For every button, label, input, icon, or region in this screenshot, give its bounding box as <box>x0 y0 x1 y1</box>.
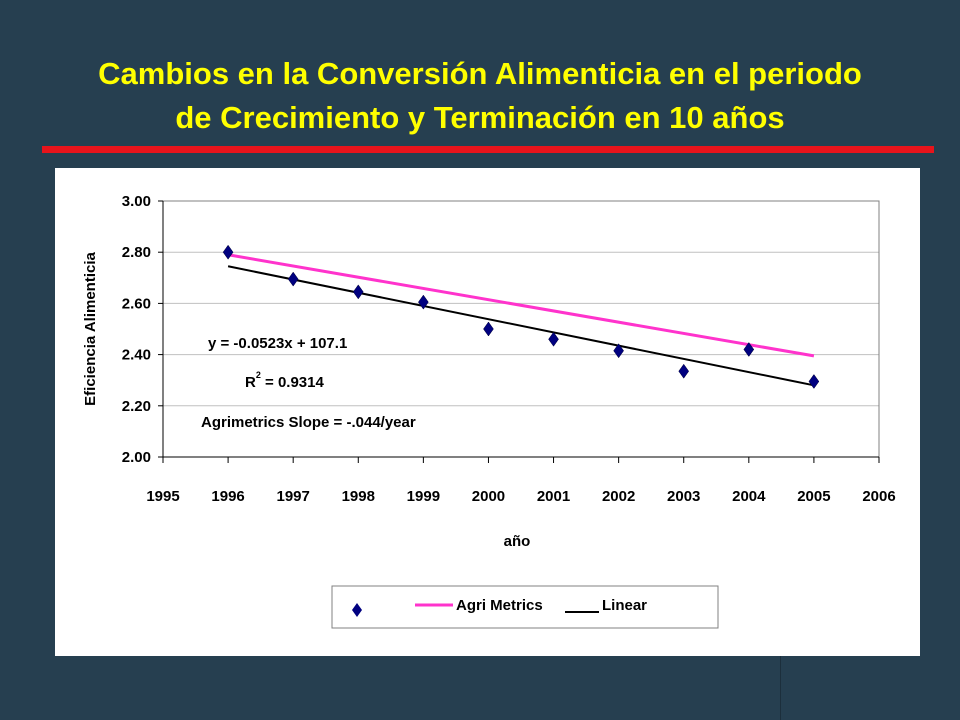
y-tick-label-2.00: 2.00 <box>122 449 151 466</box>
chart-panel: 2.00 2.20 2.40 2.60 2.80 3.00 1995 1996 1997 199… <box>55 168 920 656</box>
x-tick-label-1996: 1996 <box>211 488 244 505</box>
y-tick-label-2.40: 2.40 <box>122 347 151 364</box>
y-tick-label-3.00: 3.00 <box>122 193 151 210</box>
data-point-2000 <box>483 321 494 337</box>
x-tick-label-2002: 2002 <box>602 488 635 505</box>
feed-efficiency-chart: 2.002.202.402.602.803.00 1995 1996 1997 199… <box>82 193 896 629</box>
y-tick-labels: 2.00 2.20 2.40 2.60 2.80 3.00 <box>122 193 151 466</box>
legend: Agri Metrics Linear <box>331 585 719 629</box>
x-tick-label-1998: 1998 <box>342 488 375 505</box>
linear-trend-line <box>227 265 815 387</box>
x-tick-label-2005: 2005 <box>797 488 830 505</box>
x-tick-label-2004: 2004 <box>732 488 766 505</box>
slide-title-line-1: Cambios en la Conversión Alimenticia en … <box>98 56 862 91</box>
r-squared-symbol: R <box>245 374 256 391</box>
x-tick-label-2006: 2006 <box>862 488 895 505</box>
data-point-1999 <box>418 294 429 310</box>
regression-equation: y = -0.0523x + 107.1 <box>208 335 347 352</box>
x-tick-label-1999: 1999 <box>407 488 440 505</box>
trend-lines <box>227 253 815 387</box>
x-tick-label-2001: 2001 <box>537 488 570 505</box>
x-tick-label-1995: 1995 <box>146 488 179 505</box>
y-tick-label-2.80: 2.80 <box>122 244 151 261</box>
data-point-1997 <box>287 271 299 287</box>
legend-box <box>331 585 719 629</box>
axes <box>158 200 880 463</box>
x-tick-label-2000: 2000 <box>472 488 505 505</box>
slide-title: Cambios en la Conversión Alimenticia en … <box>0 52 960 140</box>
slide-title-line-2: de Crecimiento y Terminación en 10 años <box>175 100 785 135</box>
legend-agri-metrics-label: Agri Metrics <box>456 597 543 614</box>
y-tick-label-2.20: 2.20 <box>122 398 151 415</box>
x-tick-label-1997: 1997 <box>276 488 309 505</box>
data-points <box>222 244 820 389</box>
slope-annotation: Agrimetrics Slope = -.044/year <box>201 414 416 431</box>
data-point-2003 <box>678 363 690 379</box>
data-point-1996 <box>222 244 234 260</box>
title-underline <box>42 146 934 153</box>
data-point-2004 <box>743 342 755 357</box>
legend-diamond-marker <box>352 603 362 617</box>
grid-lines <box>163 251 879 407</box>
x-axis-title: año <box>504 533 531 550</box>
data-point-2005 <box>808 374 820 389</box>
panel-edge-shadow <box>780 656 781 720</box>
data-point-1998 <box>352 284 364 300</box>
x-tick-labels: 1995 1996 1997 1998 1999 2000 2001 2002 2003 2004… <box>146 488 895 505</box>
r-squared-label: R2 = 0.9314 <box>245 370 324 391</box>
agri-metrics-line <box>227 253 815 358</box>
legend-linear-label: Linear <box>602 597 647 614</box>
r-squared-value: = 0.9314 <box>261 374 325 391</box>
r-squared-exponent: 2 <box>256 370 261 380</box>
data-point-2002 <box>613 343 624 359</box>
data-point-2001 <box>548 331 559 347</box>
y-axis-title: Eficiencia Alimenticia <box>82 252 99 406</box>
y-tick-label-2.60: 2.60 <box>122 295 151 312</box>
x-tick-label-2003: 2003 <box>667 488 700 505</box>
